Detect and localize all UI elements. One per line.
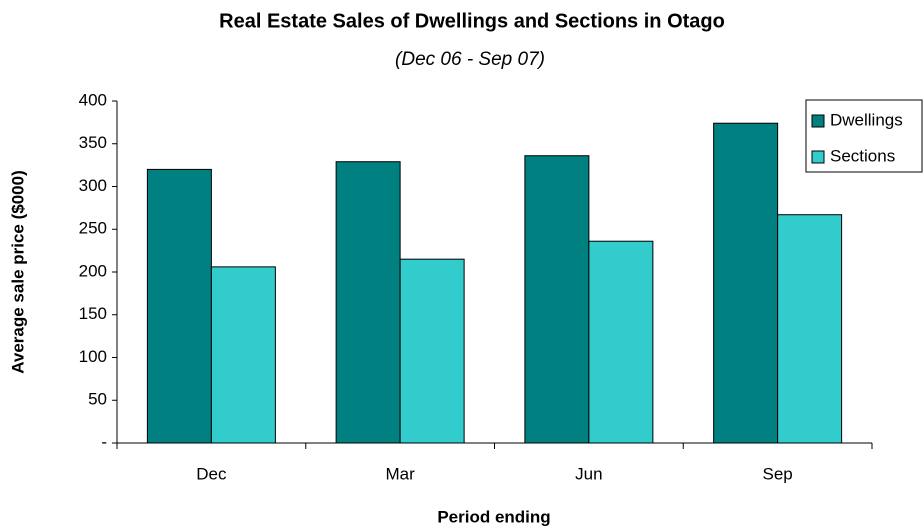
- chart-subtitle: (Dec 06 - Sep 07): [395, 49, 545, 70]
- legend-swatch: [811, 150, 825, 164]
- y-tick-label: 50: [88, 390, 107, 409]
- y-tick-label: 350: [79, 133, 107, 152]
- bar: [777, 214, 843, 444]
- y-tick-label: 400: [79, 90, 107, 109]
- x-tick-label: Jun: [575, 464, 602, 483]
- bar: [335, 161, 401, 444]
- y-tick-label: -: [101, 432, 107, 451]
- y-tick-label: 150: [79, 304, 107, 323]
- y-tick-label: 200: [79, 261, 107, 280]
- y-tick-label: 250: [79, 219, 107, 238]
- bar: [399, 258, 465, 444]
- bar: [146, 168, 212, 444]
- chart-title: Real Estate Sales of Dwellings and Secti…: [219, 10, 725, 32]
- legend-label: Sections: [830, 146, 895, 165]
- legend-swatch: [811, 114, 825, 128]
- bar: [588, 240, 654, 444]
- x-tick-label: Sep: [763, 464, 793, 483]
- x-tick-label: Mar: [385, 464, 415, 483]
- x-tick-label: Dec: [196, 464, 227, 483]
- legend-box: [805, 99, 923, 173]
- x-axis-title: Period ending: [437, 507, 550, 526]
- y-tick-label: 100: [79, 347, 107, 366]
- y-tick-label: 300: [79, 176, 107, 195]
- bar: [713, 122, 779, 444]
- legend-label: Dwellings: [830, 110, 903, 129]
- bar: [210, 266, 276, 444]
- bar: [524, 155, 590, 444]
- y-axis-title: Average sale price ($000): [8, 170, 27, 374]
